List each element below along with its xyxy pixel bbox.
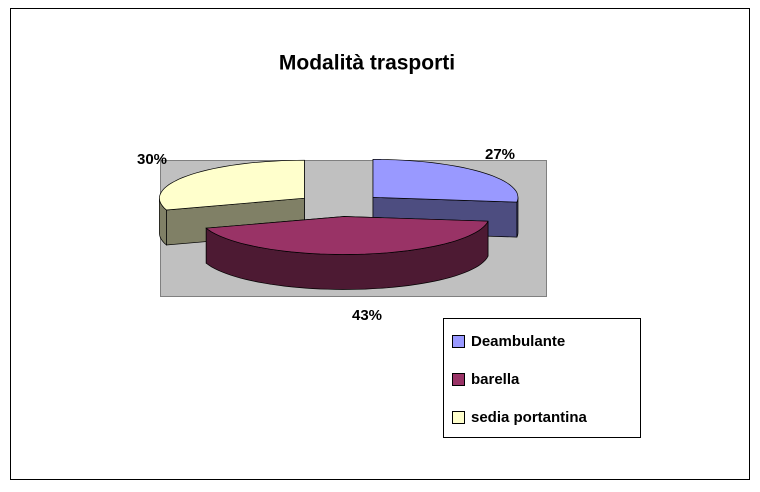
slice <box>159 159 305 211</box>
legend-swatch <box>452 373 465 386</box>
legend-label: barella <box>471 371 520 388</box>
data-label: 30% <box>137 151 167 168</box>
slice <box>372 159 519 203</box>
data-label: 43% <box>352 307 382 324</box>
legend-swatch <box>452 411 465 424</box>
legend-label: Deambulante <box>471 333 565 350</box>
legend-swatch <box>452 335 465 348</box>
legend <box>443 318 641 438</box>
chart-title: Modalità trasporti <box>279 52 455 75</box>
legend-label: sedia portantina <box>471 409 588 426</box>
slice-side <box>516 197 519 238</box>
slice <box>205 216 489 255</box>
data-label: 27% <box>485 146 515 163</box>
